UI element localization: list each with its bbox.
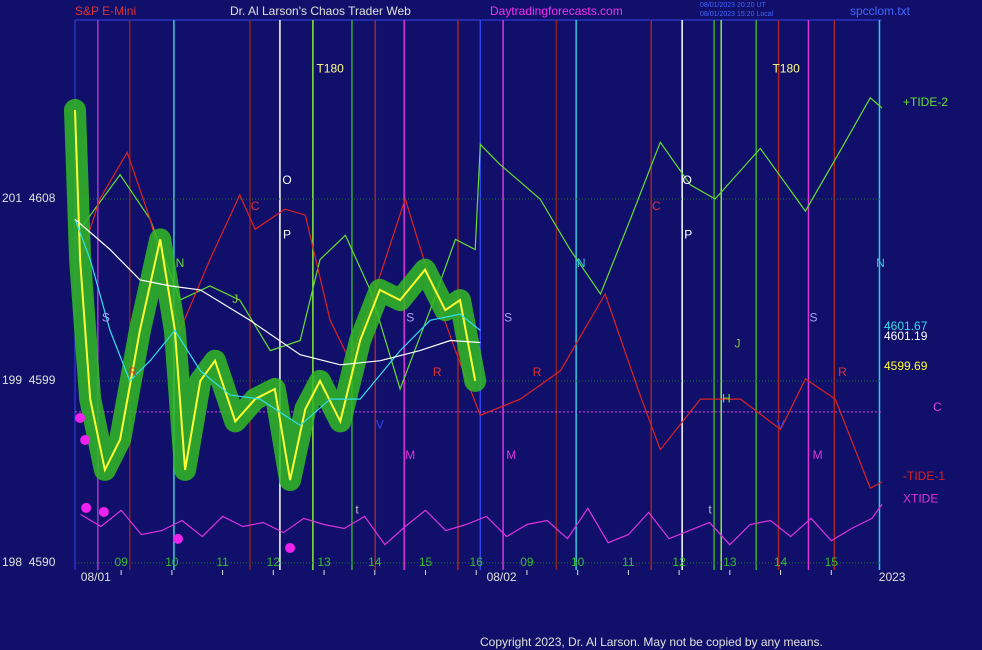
annotation: S (102, 310, 110, 324)
dot (285, 542, 296, 553)
annotation: T180 (772, 62, 800, 76)
annotation: R (433, 365, 442, 379)
time-stamp: 08/01/2023 15:20 Local (700, 11, 774, 18)
annotation: T180 (316, 62, 344, 76)
y-tick-label: 198 4590 (2, 555, 56, 569)
x-tick-label: 13 (317, 555, 331, 569)
instrument: S&P E-Mini (75, 4, 136, 18)
annotation: M (405, 448, 415, 462)
file-name: spcclom.txt (850, 4, 911, 18)
annotation: O (282, 173, 291, 187)
series-line (74, 109, 477, 481)
x-tick-label: 14 (774, 555, 788, 569)
x-tick-label: 15 (419, 555, 433, 569)
x-tick-label: 11 (216, 555, 229, 569)
copyright: Copyright 2023, Dr. Al Larson. May not b… (480, 635, 823, 649)
x-tick-label: 11 (622, 555, 635, 569)
series-line (79, 96, 883, 391)
price-label: 4601.67 (884, 319, 928, 333)
x-tick-label: 10 (571, 555, 585, 569)
annotation: t (708, 503, 712, 517)
date-label: 2023 (879, 570, 906, 584)
series-label: XTIDE (903, 491, 938, 505)
annotation: C (251, 199, 260, 213)
annotation: t (355, 503, 359, 517)
annotation: M (813, 448, 823, 462)
annotation: P (283, 228, 291, 242)
x-tick-label: 13 (723, 555, 737, 569)
x-tick-label: 12 (267, 555, 281, 569)
annotation: P (684, 228, 692, 242)
x-tick-label: 12 (672, 555, 686, 569)
annotation: V (777, 418, 785, 432)
x-tick-label: 10 (165, 555, 179, 569)
x-tick-label: 09 (114, 555, 128, 569)
annotation: M (506, 448, 516, 462)
dot (81, 502, 92, 513)
annotation: R (838, 365, 847, 379)
annotation: N (176, 256, 185, 270)
annotation: R (128, 365, 137, 379)
dot (80, 434, 91, 445)
annotation: R (533, 365, 542, 379)
series-line (74, 218, 481, 427)
annotation: H (722, 391, 731, 405)
chart-title: Dr. Al Larson's Chaos Trader Web (230, 4, 411, 18)
y-tick-label: 201 4608 (2, 191, 56, 205)
annotation: S (504, 310, 512, 324)
date-label: 08/02 (487, 570, 517, 584)
series-label: -TIDE-1 (903, 469, 945, 483)
y-tick-label: 199 4599 (2, 373, 56, 387)
dot (172, 533, 183, 544)
dot (75, 412, 86, 423)
annotation: J (734, 337, 740, 351)
series-line (80, 503, 883, 546)
annotation: S (810, 310, 818, 324)
series-label: +TIDE-2 (903, 95, 948, 109)
x-tick-label: 14 (368, 555, 382, 569)
price-label: 4599.69 (884, 359, 928, 373)
site: Daytradingforecasts.com (490, 4, 623, 18)
price-label: 4601.19 (884, 329, 928, 343)
annotation: J (232, 292, 238, 306)
annotation: O (683, 173, 692, 187)
annotation: V (376, 418, 384, 432)
x-tick-label: 15 (825, 555, 839, 569)
series-line (74, 218, 481, 366)
date-label: 08/01 (81, 570, 111, 584)
dot (98, 506, 109, 517)
annotation: N (577, 256, 586, 270)
annotation: S (406, 310, 414, 324)
x-tick-label: 09 (520, 555, 534, 569)
x-tick-label: 16 (470, 555, 484, 569)
annotation: C (652, 199, 661, 213)
annotation: N (876, 256, 885, 270)
level-label: C (933, 400, 942, 414)
time-stamp: 08/01/2023 20:20 UT (700, 2, 766, 9)
